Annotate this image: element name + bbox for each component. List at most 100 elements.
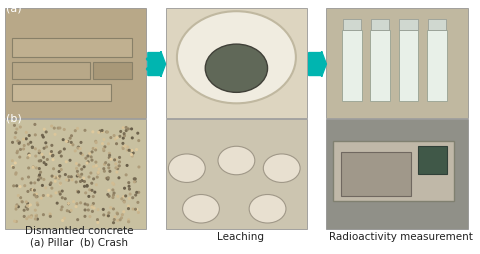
Point	[88, 205, 96, 209]
Point	[132, 180, 139, 184]
Point	[17, 196, 24, 200]
Point	[50, 126, 58, 131]
Point	[37, 170, 45, 174]
Point	[12, 205, 20, 209]
Point	[120, 134, 128, 138]
Point	[28, 214, 36, 218]
Point	[11, 124, 18, 128]
Circle shape	[205, 45, 267, 93]
Point	[23, 137, 30, 141]
Point	[124, 128, 132, 132]
Point	[113, 142, 120, 146]
Point	[81, 129, 89, 133]
Point	[116, 160, 123, 164]
Point	[29, 188, 37, 192]
Point	[13, 128, 21, 132]
Point	[12, 131, 20, 135]
Point	[109, 188, 117, 192]
Point	[101, 163, 108, 167]
Point	[135, 190, 143, 195]
Point	[60, 128, 68, 132]
Point	[120, 200, 128, 204]
Point	[67, 209, 75, 213]
Point	[94, 218, 101, 222]
Point	[73, 174, 81, 178]
Point	[109, 196, 117, 200]
Point	[31, 193, 38, 197]
Point	[78, 172, 85, 177]
Point	[33, 214, 40, 218]
Point	[84, 160, 92, 164]
Point	[56, 190, 63, 194]
Point	[40, 156, 48, 160]
Point	[127, 149, 135, 153]
Point	[135, 165, 143, 169]
Point	[74, 218, 82, 222]
Point	[32, 214, 40, 218]
Point	[24, 175, 32, 179]
Point	[11, 136, 19, 140]
Point	[105, 214, 112, 218]
Point	[25, 154, 33, 158]
Point	[16, 155, 24, 160]
Point	[40, 161, 48, 165]
Circle shape	[182, 195, 219, 223]
Point	[73, 170, 81, 174]
Point	[13, 203, 21, 207]
Point	[38, 184, 46, 188]
Polygon shape	[309, 52, 326, 77]
Point	[113, 170, 120, 174]
Point	[16, 185, 24, 189]
Point	[12, 172, 20, 177]
Point	[120, 195, 127, 199]
Point	[105, 211, 113, 215]
Text: (a): (a)	[6, 4, 22, 13]
Point	[47, 183, 54, 187]
Point	[114, 195, 121, 199]
Circle shape	[168, 154, 205, 183]
Point	[86, 215, 94, 219]
Point	[120, 199, 128, 203]
Point	[111, 215, 119, 219]
Point	[48, 174, 56, 178]
Point	[92, 141, 100, 145]
Point	[118, 197, 126, 201]
Point	[65, 175, 72, 179]
Point	[20, 208, 28, 212]
Point	[72, 162, 80, 166]
Point	[26, 203, 34, 207]
Point	[66, 210, 74, 214]
Point	[64, 140, 72, 144]
Point	[87, 155, 95, 159]
Point	[116, 156, 123, 160]
Point	[100, 149, 108, 153]
Point	[125, 204, 132, 208]
Point	[122, 129, 130, 133]
Point	[92, 147, 99, 151]
Point	[87, 171, 95, 175]
Point	[82, 156, 90, 161]
Point	[94, 176, 101, 180]
Point	[21, 184, 29, 188]
Point	[103, 130, 110, 134]
Point	[116, 218, 124, 222]
Point	[134, 201, 142, 205]
Point	[14, 139, 22, 144]
Point	[14, 205, 22, 209]
Point	[25, 134, 33, 138]
Point	[120, 147, 127, 151]
Point	[27, 216, 35, 220]
Point	[20, 147, 27, 151]
Point	[132, 177, 139, 181]
Point	[33, 192, 40, 196]
Point	[81, 214, 89, 218]
Point	[120, 146, 128, 150]
Point	[104, 214, 111, 218]
Point	[86, 188, 94, 192]
Text: Radioactivity measurement: Radioactivity measurement	[329, 231, 473, 241]
Point	[135, 139, 143, 143]
Text: Dismantled concrete
(a) Pillar  (b) Crash: Dismantled concrete (a) Pillar (b) Crash	[25, 225, 133, 246]
Point	[123, 149, 131, 153]
Bar	[398, 31, 419, 102]
Point	[24, 142, 32, 147]
